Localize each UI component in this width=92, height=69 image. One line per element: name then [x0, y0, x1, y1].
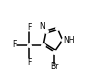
Text: N: N — [39, 22, 45, 31]
Text: F: F — [12, 40, 16, 49]
Text: Br: Br — [50, 62, 59, 69]
Text: F: F — [27, 58, 32, 67]
Text: F: F — [27, 23, 32, 32]
Text: NH: NH — [63, 36, 75, 45]
